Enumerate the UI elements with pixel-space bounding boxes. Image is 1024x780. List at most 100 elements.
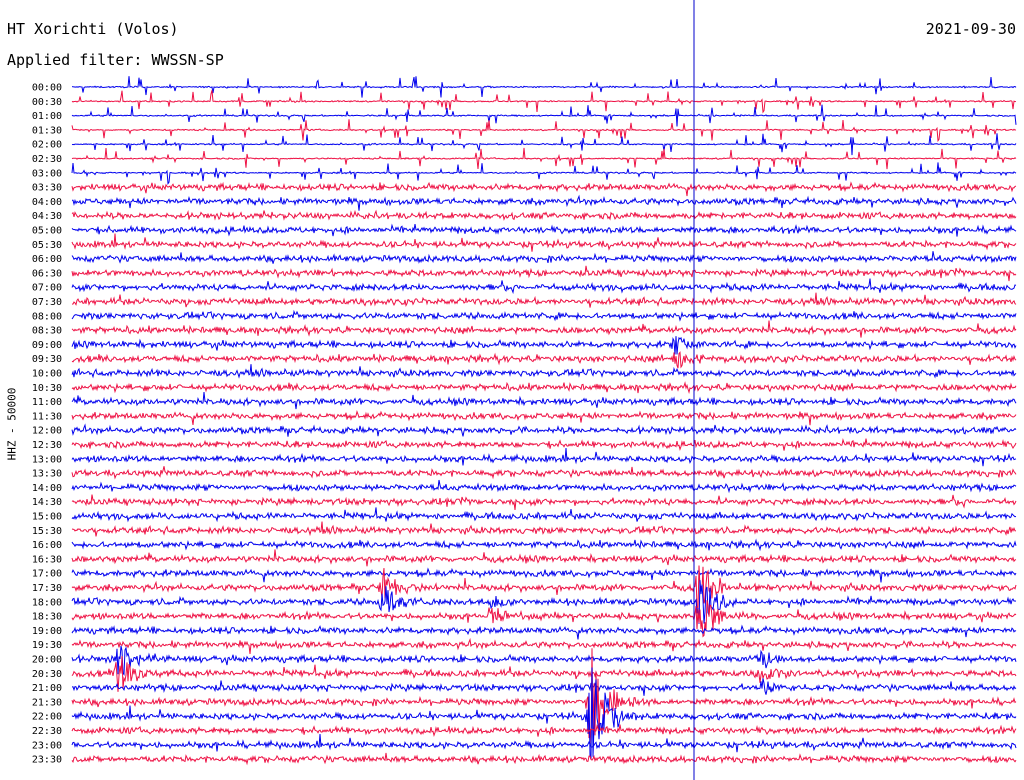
trace-row-1830 [71,600,1017,638]
row-time-label: 04:00 [32,197,62,208]
trace-row-1800 [71,580,1017,624]
trace-row-1500 [71,507,1017,523]
trace-row-1700 [71,567,1017,583]
trace-row-1200 [71,423,1017,437]
trace-row-0500 [71,223,1017,237]
trace-row-1400 [71,479,1017,494]
row-time-label: 05:30 [32,240,62,251]
row-time-label: 13:00 [32,454,62,465]
trace-row-1030 [71,381,1017,394]
trace-row-0430 [71,209,1017,221]
trace-row-1230 [71,437,1017,452]
trace-row-0600 [71,251,1017,264]
trace-row-1100 [71,392,1017,410]
row-time-label: 06:00 [32,254,62,265]
row-time-label: 03:30 [32,183,62,194]
row-time-label: 00:00 [32,83,62,94]
trace-row-2300 [71,734,1017,753]
row-time-label: 19:30 [32,640,62,651]
row-time-label: 17:00 [32,569,62,580]
row-time-label: 18:00 [32,597,62,608]
row-time-label: 01:00 [32,111,62,122]
row-time-label: 22:30 [32,726,62,737]
row-time-label: 08:30 [32,326,62,337]
trace-row-0000 [71,76,1017,98]
trace-row-1330 [71,466,1017,480]
row-time-label: 21:30 [32,697,62,708]
row-time-label: 00:30 [32,97,62,108]
row-time-label: 13:30 [32,469,62,480]
trace-row-0400 [72,194,1017,211]
trace-row-0800 [71,309,1017,322]
station-title: HT Xorichti (Volos) [7,20,179,38]
trace-row-0530 [71,233,1017,252]
trace-row-1530 [71,521,1017,537]
row-time-label: 07:30 [32,297,62,308]
row-time-label: 20:30 [32,669,62,680]
trace-row-0700 [71,278,1017,295]
trace-row-1600 [71,538,1017,552]
row-time-label: 07:00 [32,283,62,294]
row-time-label: 21:00 [32,683,62,694]
trace-row-0100 [71,104,1017,127]
trace-row-0730 [71,292,1017,308]
trace-row-2000 [71,645,1017,676]
trace-row-2100 [71,678,1017,696]
row-time-label: 15:30 [32,526,62,537]
row-time-label: 04:30 [32,211,62,222]
row-time-label: 06:30 [32,268,62,279]
row-time-label: 02:30 [32,154,62,165]
row-time-label: 14:30 [32,497,62,508]
row-time-label: 01:30 [32,125,62,136]
trace-row-1730 [71,565,1017,609]
row-time-label: 11:00 [32,397,62,408]
row-time-label: 20:00 [32,655,62,666]
row-time-label: 12:30 [32,440,62,451]
row-time-label: 16:00 [32,540,62,551]
row-time-label: 09:00 [32,340,62,351]
trace-row-0130 [71,119,1017,143]
trace-row-2330 [71,752,1017,766]
row-time-label: 22:00 [32,712,62,723]
trace-row-0930 [71,351,1017,369]
row-time-label: 23:30 [32,755,62,766]
row-time-label: 03:00 [32,168,62,179]
trace-row-1130 [71,410,1017,426]
row-time-label: 10:30 [32,383,62,394]
row-time-label: 16:30 [32,554,62,565]
row-time-label: 18:30 [32,612,62,623]
trace-row-0230 [71,147,1017,170]
row-time-label: 09:30 [32,354,62,365]
row-time-label: 02:00 [32,140,62,151]
row-time-label: 08:00 [32,311,62,322]
trace-row-1300 [71,448,1017,467]
trace-row-0200 [71,133,1017,156]
trace-row-0830 [71,320,1017,338]
trace-row-2200 [71,667,1017,760]
trace-row-1000 [71,364,1017,379]
trace-row-2130 [71,648,1017,744]
row-time-label: 14:00 [32,483,62,494]
trace-row-2030 [71,656,1017,692]
row-time-label: 17:30 [32,583,62,594]
filter-label: Applied filter: WWSSN-SP [7,51,224,69]
row-time-label: 11:30 [32,411,62,422]
trace-row-1930 [71,637,1017,655]
trace-row-1630 [71,549,1017,567]
trace-row-0900 [71,336,1017,355]
row-time-label: 19:00 [32,626,62,637]
trace-row-0030 [71,90,1017,114]
row-time-label: 23:00 [32,740,62,751]
row-time-label: 12:00 [32,426,62,437]
trace-row-0330 [71,181,1017,197]
trace-row-1900 [71,624,1017,640]
trace-row-0630 [71,265,1017,282]
trace-row-2230 [71,723,1017,738]
row-time-label: 10:00 [32,369,62,380]
row-time-label: 05:00 [32,226,62,237]
date-label: 2021-09-30 [925,20,1016,38]
row-time-label: 15:00 [32,512,62,523]
trace-row-0300 [71,162,1017,186]
trace-row-1430 [71,494,1017,510]
